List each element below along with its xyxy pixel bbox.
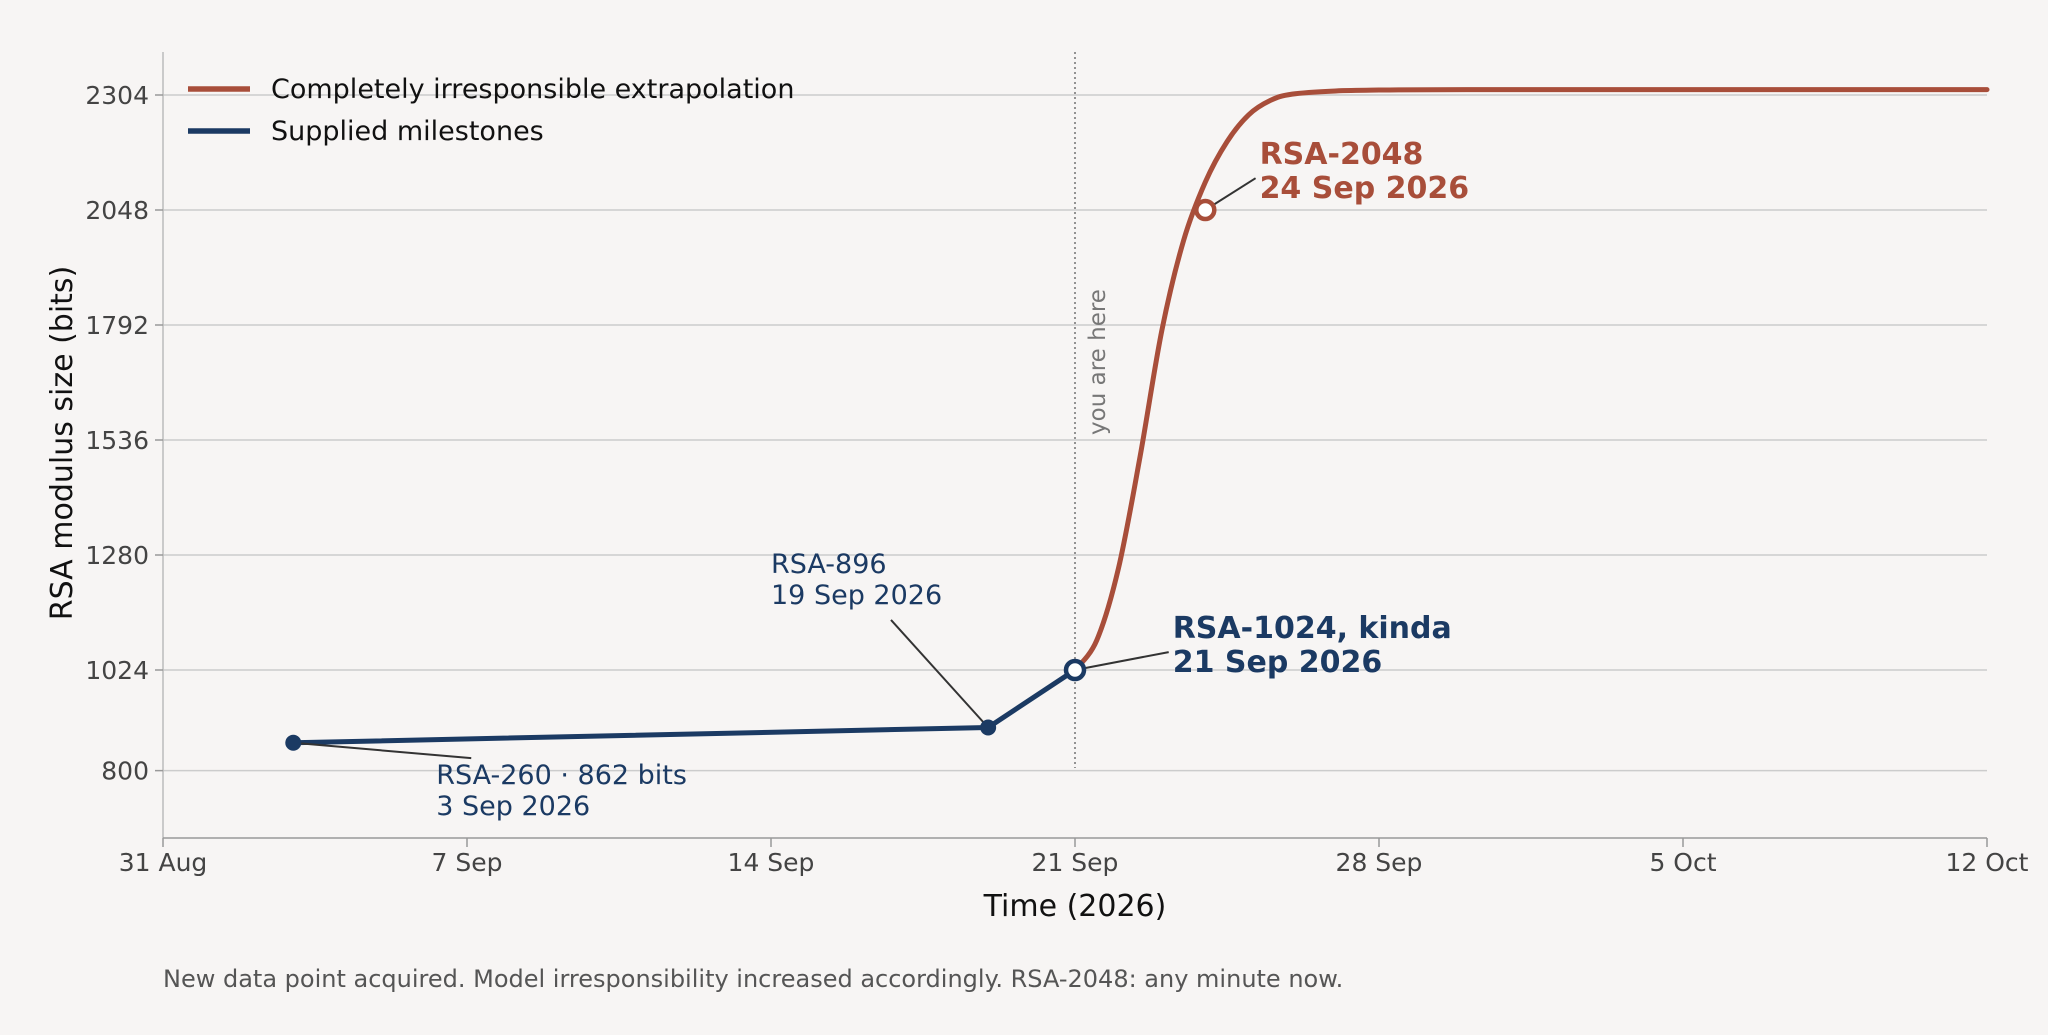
series (290, 87, 1990, 746)
annotation-rsa1024-line2: 21 Sep 2026 (1173, 645, 1383, 680)
legend: Completely irresponsible extrapolation Su… (188, 74, 794, 147)
annotation-leader-rsa1024 (1074, 651, 1169, 671)
y-tick-label: 1536 (85, 426, 149, 455)
now-marker: you are here (1074, 52, 1111, 768)
annotation-rsa2048-line2: 24 Sep 2026 (1260, 171, 1470, 206)
marker-rsa1024 (1063, 658, 1087, 682)
annotation-leader-rsa896 (890, 619, 989, 729)
annotation-rsa260-line1: RSA-260 · 862 bits (436, 760, 687, 791)
y-axis-title: RSA modulus size (bits) (45, 266, 80, 621)
caption: New data point acquired. Model irrespons… (163, 965, 1343, 993)
x-tick-label: 31 Aug (119, 848, 208, 877)
now-label: you are here (1085, 289, 1111, 435)
x-axis-title: Time (2026) (983, 889, 1167, 924)
marker-rsa896 (980, 719, 997, 736)
annotation-rsa2048-line1: RSA-2048 (1260, 137, 1424, 172)
legend-label-milestones: Supplied milestones (271, 116, 544, 147)
annotation-rsa1024-line1: RSA-1024, kinda (1173, 611, 1452, 646)
y-tick-label: 800 (101, 757, 149, 786)
marker-rsa260 (285, 734, 302, 751)
x-tick-label: 5 Oct (1649, 848, 1716, 877)
x-tick-label: 28 Sep (1336, 848, 1423, 877)
x-tick-label: 14 Sep (728, 848, 815, 877)
annotation-leader-rsa260 (293, 741, 472, 760)
y-tick-label: 2048 (85, 196, 149, 225)
axes (162, 52, 1987, 839)
annotation-rsa896-line1: RSA-896 (771, 549, 887, 580)
series-line-milestones (290, 667, 1078, 746)
annotation-rsa896-line2: 19 Sep 2026 (771, 580, 942, 611)
y-tick-label: 1024 (85, 656, 149, 685)
x-tick-label: 7 Sep (432, 848, 503, 877)
x-tick-label: 12 Oct (1946, 848, 2029, 877)
gridlines (163, 94, 1987, 772)
x-ticks: 31 Aug 7 Sep 14 Sep 21 Sep 28 Sep 5 Oct 12 Oct (119, 838, 2029, 877)
y-tick-label: 1280 (85, 541, 149, 570)
annotation-rsa260-line2: 3 Sep 2026 (436, 791, 590, 822)
marker-rsa2048 (1194, 198, 1217, 222)
legend-label-extrapolation: Completely irresponsible extrapolation (271, 74, 794, 105)
x-tick-label: 21 Sep (1032, 848, 1119, 877)
y-tick-label: 2304 (85, 81, 149, 110)
series-line-extrapolation (1072, 87, 1990, 673)
y-ticks: 800 1024 1280 1536 1792 2048 2304 (85, 81, 163, 786)
y-tick-label: 1792 (85, 311, 149, 340)
